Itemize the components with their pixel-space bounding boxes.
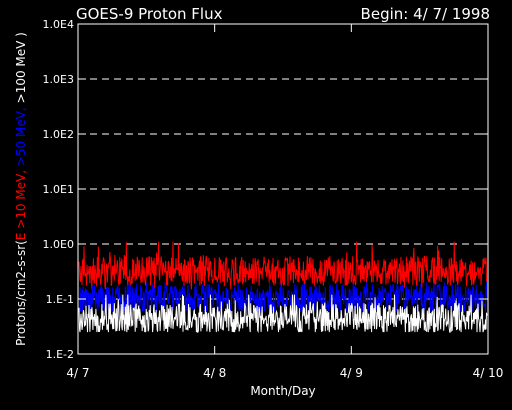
x-tick-label: 4/ 10 [473, 366, 504, 380]
y-axis-label-part: >100 MeV ) [14, 32, 28, 107]
x-tick-label: 4/ 8 [203, 366, 226, 380]
y-axis-label-part: E >10 MeV, [14, 170, 28, 240]
y-tick-label: 1.0E1 [43, 183, 74, 196]
y-axis-label-part: Protons/cm2-s-sr( [14, 240, 28, 346]
series-line [78, 241, 488, 290]
y-axis-label: Protons/cm2-s-sr(E >10 MeV, >50 MeV, >10… [14, 32, 28, 346]
y-tick-label: 1.0E3 [43, 73, 74, 86]
y-tick-label: 1.E-2 [46, 348, 74, 361]
x-ticks: 4/ 7 4/ 8 4/ 9 4/ 10 [66, 24, 503, 380]
x-axis-label: Month/Day [250, 384, 315, 398]
series-group [78, 241, 488, 334]
chart-title: GOES-9 Proton Flux [76, 5, 223, 23]
begin-date: Begin: 4/ 7/ 1998 [361, 5, 490, 23]
x-tick-label: 4/ 7 [66, 366, 89, 380]
y-tick-label: 1.0E0 [43, 238, 74, 251]
series-line [78, 294, 488, 334]
y-tick-label: 1.0E4 [43, 18, 74, 31]
y-axis-label-part: >50 MeV, [14, 107, 28, 170]
series-line [78, 282, 488, 313]
x-tick-label: 4/ 9 [340, 366, 363, 380]
y-ticks: 1.0E4 1.0E3 1.0E2 1.0E1 1.0E0 1.E-1 1.E-2 [43, 18, 488, 361]
y-tick-label: 1.0E2 [43, 128, 74, 141]
y-tick-label: 1.E-1 [46, 293, 74, 306]
grid-lines [78, 78, 488, 300]
